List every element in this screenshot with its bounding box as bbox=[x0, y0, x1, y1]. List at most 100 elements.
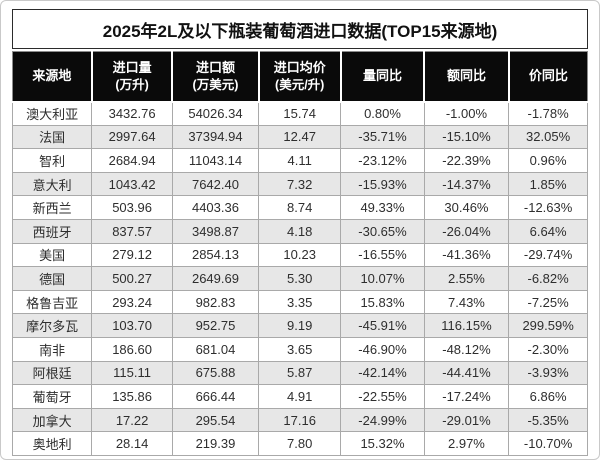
cell-price-yoy: -2.30% bbox=[508, 336, 588, 362]
cell-volume-yoy: -15.93% bbox=[340, 171, 425, 197]
cell-value-yoy: 2.97% bbox=[423, 431, 510, 456]
cell-region: 德国 bbox=[11, 266, 93, 291]
cell-price-yoy: 32.05% bbox=[508, 124, 588, 150]
cell-import-value: 952.75 bbox=[171, 313, 260, 338]
table-row: 摩尔多瓦 103.70 952.75 9.19 -45.91% 116.15% 299.59… bbox=[11, 313, 588, 338]
cell-region: 南非 bbox=[11, 336, 93, 362]
cell-avg-price: 8.74 bbox=[258, 195, 342, 220]
cell-import-volume: 279.12 bbox=[91, 242, 173, 268]
cell-import-volume: 1043.42 bbox=[91, 171, 173, 197]
col-header-label: 量同比 bbox=[362, 68, 402, 84]
cell-region: 意大利 bbox=[11, 171, 93, 197]
cell-import-volume: 2997.64 bbox=[91, 124, 173, 150]
cell-region: 西班牙 bbox=[11, 218, 93, 244]
cell-value-yoy: -15.10% bbox=[423, 124, 510, 150]
cell-region: 格鲁吉亚 bbox=[11, 289, 93, 315]
cell-import-value: 3498.87 bbox=[171, 218, 260, 244]
cell-value-yoy: -44.41% bbox=[423, 360, 510, 386]
table-row: 葡萄牙 135.86 666.44 4.91 -22.55% -17.24% 6.86% bbox=[11, 384, 588, 409]
cell-price-yoy: -1.78% bbox=[508, 101, 588, 126]
table-row: 法国 2997.64 37394.94 12.47 -35.71% -15.10% 32.0… bbox=[11, 124, 588, 150]
table-row: 澳大利亚 3432.76 54026.34 15.74 0.80% -1.00% -1.78… bbox=[11, 101, 588, 126]
cell-value-yoy: -17.24% bbox=[423, 384, 510, 409]
cell-value-yoy: -14.37% bbox=[423, 171, 510, 197]
cell-region: 阿根廷 bbox=[11, 360, 93, 386]
table-row: 智利 2684.94 11043.14 4.11 -23.12% -22.39% 0.96% bbox=[11, 148, 588, 173]
cell-value-yoy: -26.04% bbox=[423, 218, 510, 244]
cell-import-value: 4403.36 bbox=[171, 195, 260, 220]
cell-import-volume: 135.86 bbox=[91, 384, 173, 409]
cell-value-yoy: -41.36% bbox=[423, 242, 510, 268]
col-header-unit: (美元/升) bbox=[275, 77, 325, 92]
col-header-label: 额同比 bbox=[446, 68, 486, 84]
table-title: 2025年2L及以下瓶装葡萄酒进口数据(TOP15来源地) bbox=[12, 9, 588, 49]
cell-import-value: 2649.69 bbox=[171, 266, 260, 291]
cell-region: 新西兰 bbox=[11, 195, 93, 220]
cell-value-yoy: 2.55% bbox=[423, 266, 510, 291]
col-header-unit: (万美元) bbox=[192, 77, 239, 92]
table-row: 西班牙 837.57 3498.87 4.18 -30.65% -26.04% 6.64% bbox=[11, 218, 588, 244]
col-header-region: 来源地 bbox=[12, 51, 92, 103]
cell-avg-price: 7.32 bbox=[258, 171, 342, 197]
cell-region: 葡萄牙 bbox=[11, 384, 93, 409]
cell-import-value: 7642.40 bbox=[171, 171, 260, 197]
cell-avg-price: 5.87 bbox=[258, 360, 342, 386]
cell-import-volume: 837.57 bbox=[91, 218, 173, 244]
cell-import-value: 2854.13 bbox=[171, 242, 260, 268]
col-header-label: 价同比 bbox=[528, 68, 568, 84]
table-row: 德国 500.27 2649.69 5.30 10.07% 2.55% -6.82% bbox=[11, 266, 588, 291]
cell-avg-price: 17.16 bbox=[258, 407, 342, 433]
cell-price-yoy: -10.70% bbox=[508, 431, 588, 456]
cell-avg-price: 9.19 bbox=[258, 313, 342, 338]
cell-volume-yoy: -22.55% bbox=[340, 384, 425, 409]
cell-import-volume: 17.22 bbox=[91, 407, 173, 433]
cell-value-yoy: -29.01% bbox=[423, 407, 510, 433]
col-header-label: 来源地 bbox=[32, 68, 72, 84]
table-row: 意大利 1043.42 7642.40 7.32 -15.93% -14.37% 1.85% bbox=[11, 171, 588, 197]
cell-volume-yoy: 10.07% bbox=[340, 266, 425, 291]
cell-import-volume: 28.14 bbox=[91, 431, 173, 456]
cell-price-yoy: -5.35% bbox=[508, 407, 588, 433]
cell-volume-yoy: 15.32% bbox=[340, 431, 425, 456]
cell-import-value: 54026.34 bbox=[171, 101, 260, 126]
cell-volume-yoy: -30.65% bbox=[340, 218, 425, 244]
cell-value-yoy: -22.39% bbox=[423, 148, 510, 173]
table-row: 格鲁吉亚 293.24 982.83 3.35 15.83% 7.43% -7.25% bbox=[11, 289, 588, 315]
cell-price-yoy: -7.25% bbox=[508, 289, 588, 315]
cell-value-yoy: -1.00% bbox=[423, 101, 510, 126]
cell-import-volume: 186.60 bbox=[91, 336, 173, 362]
cell-avg-price: 5.30 bbox=[258, 266, 342, 291]
header-row: 来源地 进口量 (万升) 进口额 (万美元) 进口均价 (美元/升) 量同比 bbox=[12, 51, 588, 103]
cell-price-yoy: 299.59% bbox=[508, 313, 588, 338]
cell-region: 法国 bbox=[11, 124, 93, 150]
cell-price-yoy: -6.82% bbox=[508, 266, 588, 291]
cell-import-volume: 115.11 bbox=[91, 360, 173, 386]
col-header-value-yoy: 额同比 bbox=[423, 51, 509, 103]
col-header-label: 进口额 bbox=[195, 60, 235, 76]
cell-region: 摩尔多瓦 bbox=[11, 313, 93, 338]
col-header-unit: (万升) bbox=[115, 77, 149, 92]
cell-import-value: 295.54 bbox=[171, 407, 260, 433]
cell-avg-price: 4.18 bbox=[258, 218, 342, 244]
cell-value-yoy: -48.12% bbox=[423, 336, 510, 362]
table-row: 奥地利 28.14 219.39 7.80 15.32% 2.97% -10.70% bbox=[11, 431, 588, 456]
cell-price-yoy: 1.85% bbox=[508, 171, 588, 197]
cell-import-value: 11043.14 bbox=[171, 148, 260, 173]
col-header-price-yoy: 价同比 bbox=[507, 51, 588, 103]
col-header-volume-yoy: 量同比 bbox=[339, 51, 425, 103]
col-header-label: 进口均价 bbox=[273, 60, 326, 76]
cell-volume-yoy: -45.91% bbox=[340, 313, 425, 338]
cell-price-yoy: 0.96% bbox=[508, 148, 588, 173]
cell-import-value: 675.88 bbox=[171, 360, 260, 386]
cell-avg-price: 4.11 bbox=[258, 148, 342, 173]
cell-volume-yoy: -42.14% bbox=[340, 360, 425, 386]
cell-volume-yoy: -46.90% bbox=[340, 336, 425, 362]
cell-volume-yoy: 49.33% bbox=[340, 195, 425, 220]
cell-import-volume: 293.24 bbox=[91, 289, 173, 315]
table-row: 南非 186.60 681.04 3.65 -46.90% -48.12% -2.30% bbox=[11, 336, 588, 362]
col-header-import-volume: 进口量 (万升) bbox=[90, 51, 173, 103]
cell-value-yoy: 30.46% bbox=[423, 195, 510, 220]
cell-volume-yoy: 0.80% bbox=[340, 101, 425, 126]
cell-import-volume: 2684.94 bbox=[91, 148, 173, 173]
cell-region: 奥地利 bbox=[11, 431, 93, 456]
